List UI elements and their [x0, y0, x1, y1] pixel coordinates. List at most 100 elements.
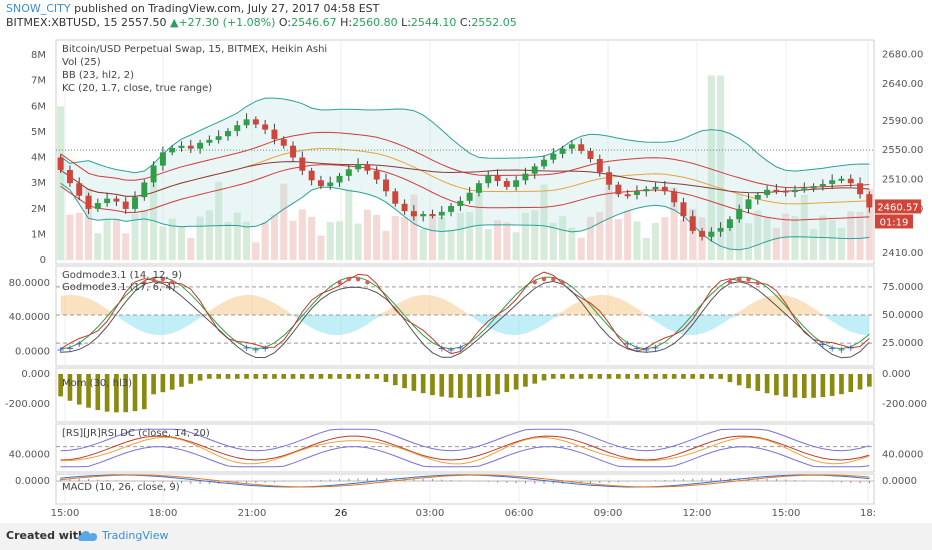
- overbought-dot: [551, 277, 556, 282]
- author-link[interactable]: SNOW_CITY: [6, 2, 71, 15]
- candle-body: [429, 214, 436, 217]
- volume-bar: [614, 219, 622, 260]
- price-value: 2557.50: [121, 16, 167, 29]
- volume-bar: [317, 235, 325, 260]
- momentum-bar: [141, 374, 147, 410]
- candle-body: [243, 119, 250, 126]
- volume-bar: [373, 215, 381, 260]
- volume-bar: [122, 233, 130, 260]
- momentum-bar: [662, 374, 668, 379]
- time-axis-label: 18:00: [149, 508, 178, 519]
- oversold-marker: +: [819, 339, 827, 350]
- volume-bar: [791, 216, 799, 260]
- price-axis-label: 2510.00: [882, 175, 923, 186]
- quote-line: BITMEX:XBTUSD, 15 2557.50 ▲+27.30 (+1.08…: [6, 16, 517, 29]
- candle-body: [336, 175, 343, 183]
- oversold-marker: +: [633, 343, 641, 354]
- volume-bar: [596, 212, 604, 260]
- momentum-bar: [625, 374, 630, 379]
- candle-body: [290, 145, 297, 158]
- momentum-bar: [783, 374, 789, 397]
- candle-body: [568, 144, 575, 149]
- oscillator-right-axis-label: 75.0000: [882, 282, 923, 293]
- time-axis-label: 21:00: [238, 508, 267, 519]
- volume-bar: [549, 222, 557, 260]
- volume-bar: [335, 221, 344, 260]
- candle-body: [754, 194, 761, 200]
- candle-body: [531, 166, 538, 174]
- volume-bar: [810, 229, 818, 260]
- created-with-text: Created with: [6, 529, 86, 542]
- momentum-bar: [848, 374, 854, 392]
- momentum-bar: [392, 374, 398, 386]
- tradingview-link[interactable]: TradingView: [102, 529, 169, 542]
- volume-bar: [466, 212, 474, 260]
- momentum-bar: [485, 374, 491, 396]
- momentum-bar: [300, 374, 305, 379]
- momentum-bar: [746, 374, 751, 389]
- last-price-tag: [875, 199, 921, 214]
- candle-body: [494, 175, 501, 182]
- volume-axis-label: 8M: [31, 50, 46, 61]
- oversold-marker: +: [456, 343, 464, 354]
- volume-bar: [428, 213, 436, 260]
- overbought-dot: [746, 277, 751, 282]
- momentum-bar: [448, 374, 454, 398]
- candle-body: [475, 183, 482, 193]
- open-value: 2546.67: [291, 16, 337, 29]
- volume-bar: [354, 223, 362, 260]
- candle-body: [141, 182, 148, 198]
- momentum-bar: [346, 374, 352, 379]
- macd-signal-line: [60, 474, 870, 488]
- oscillator-left-axis-label: 0.0000: [15, 346, 50, 357]
- volume-bar: [196, 216, 204, 260]
- volume-bar: [707, 75, 715, 260]
- candle-body: [819, 183, 826, 187]
- macd-legend-label: MACD (10, 26, close, 9): [62, 482, 180, 493]
- last-price-label: 2460.57: [877, 202, 918, 213]
- momentum-bar: [374, 374, 380, 379]
- volume-bar: [586, 216, 595, 260]
- momentum-bar: [709, 374, 714, 379]
- oversold-marker: +: [447, 345, 455, 356]
- overbought-dot: [532, 280, 537, 285]
- oscillator-right-axis-label: 50.0000: [882, 310, 923, 321]
- candle-body: [383, 179, 389, 192]
- overbought-dot: [355, 277, 361, 282]
- momentum-left-axis-label: -200.000: [5, 399, 50, 410]
- momentum-bar: [281, 374, 287, 379]
- oscillator-legend-label: Godmode3.1 (14, 12, 9): [62, 270, 182, 281]
- symbol-label: BITMEX:XBTUSD, 15: [6, 16, 118, 29]
- candle-body: [633, 191, 640, 195]
- volume-bar: [270, 214, 278, 260]
- momentum-bar: [197, 374, 203, 381]
- countdown-label: 01:19: [880, 217, 909, 228]
- oversold-marker: +: [651, 343, 659, 354]
- rsi-right-axis-label: 40.0000: [882, 450, 923, 461]
- candle-body: [485, 175, 492, 184]
- rsi-upper-channel: [60, 428, 870, 452]
- momentum-bar: [253, 374, 259, 379]
- time-axis-label: 06:00: [505, 508, 534, 519]
- candle-body: [104, 198, 111, 204]
- candle-body: [299, 157, 306, 171]
- candle-body: [178, 145, 185, 148]
- candle-body: [587, 150, 594, 159]
- momentum-bar: [272, 374, 277, 379]
- volume-bar: [140, 209, 148, 260]
- momentum-bar: [132, 374, 138, 412]
- candle-body: [661, 186, 668, 192]
- time-axis-label: 26: [335, 508, 348, 519]
- volume-bar: [735, 193, 743, 260]
- volume-bar: [252, 242, 260, 260]
- candle-body: [206, 139, 213, 143]
- price-axis-label: 2680.00: [882, 50, 923, 61]
- momentum-bar: [309, 374, 314, 379]
- candle-body: [541, 159, 547, 167]
- high-value: 2560.80: [352, 16, 398, 29]
- volume-axis-label: 7M: [31, 76, 46, 87]
- countdown-tag: [875, 214, 913, 229]
- chart-canvas[interactable]: Bitcoin/USD Perpetual Swap, 15, BITMEX, …: [0, 32, 932, 523]
- volume-bar: [438, 217, 446, 260]
- volume-bar: [66, 214, 74, 260]
